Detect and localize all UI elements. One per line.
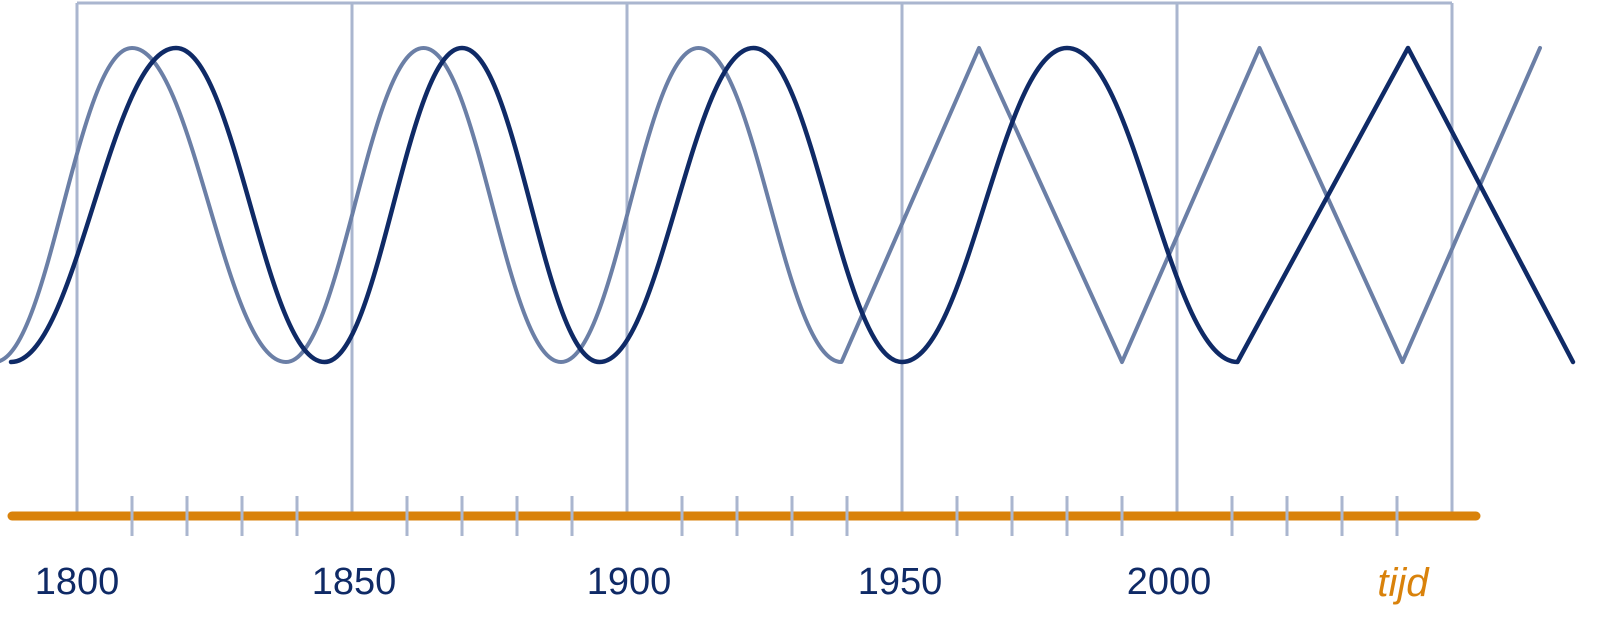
minor-ticks	[130, 496, 1399, 536]
year-label-1800: 1800	[35, 561, 120, 603]
axis-label-tijd: tijd	[1377, 561, 1430, 605]
year-label-1850: 1850	[312, 561, 397, 603]
year-label-1950: 1950	[858, 561, 943, 603]
year-label-2000: 2000	[1127, 561, 1212, 603]
curve-light-blue	[0, 46, 1542, 364]
year-label-1900: 1900	[587, 561, 672, 603]
year-labels: 1800 1850 1900 1950 2000 tijd	[35, 561, 1431, 605]
cycle-curves	[0, 45, 1576, 365]
curve-dark-blue	[8, 45, 1576, 365]
grid-frame	[75, 1, 1454, 516]
time-axis	[7, 496, 1481, 536]
